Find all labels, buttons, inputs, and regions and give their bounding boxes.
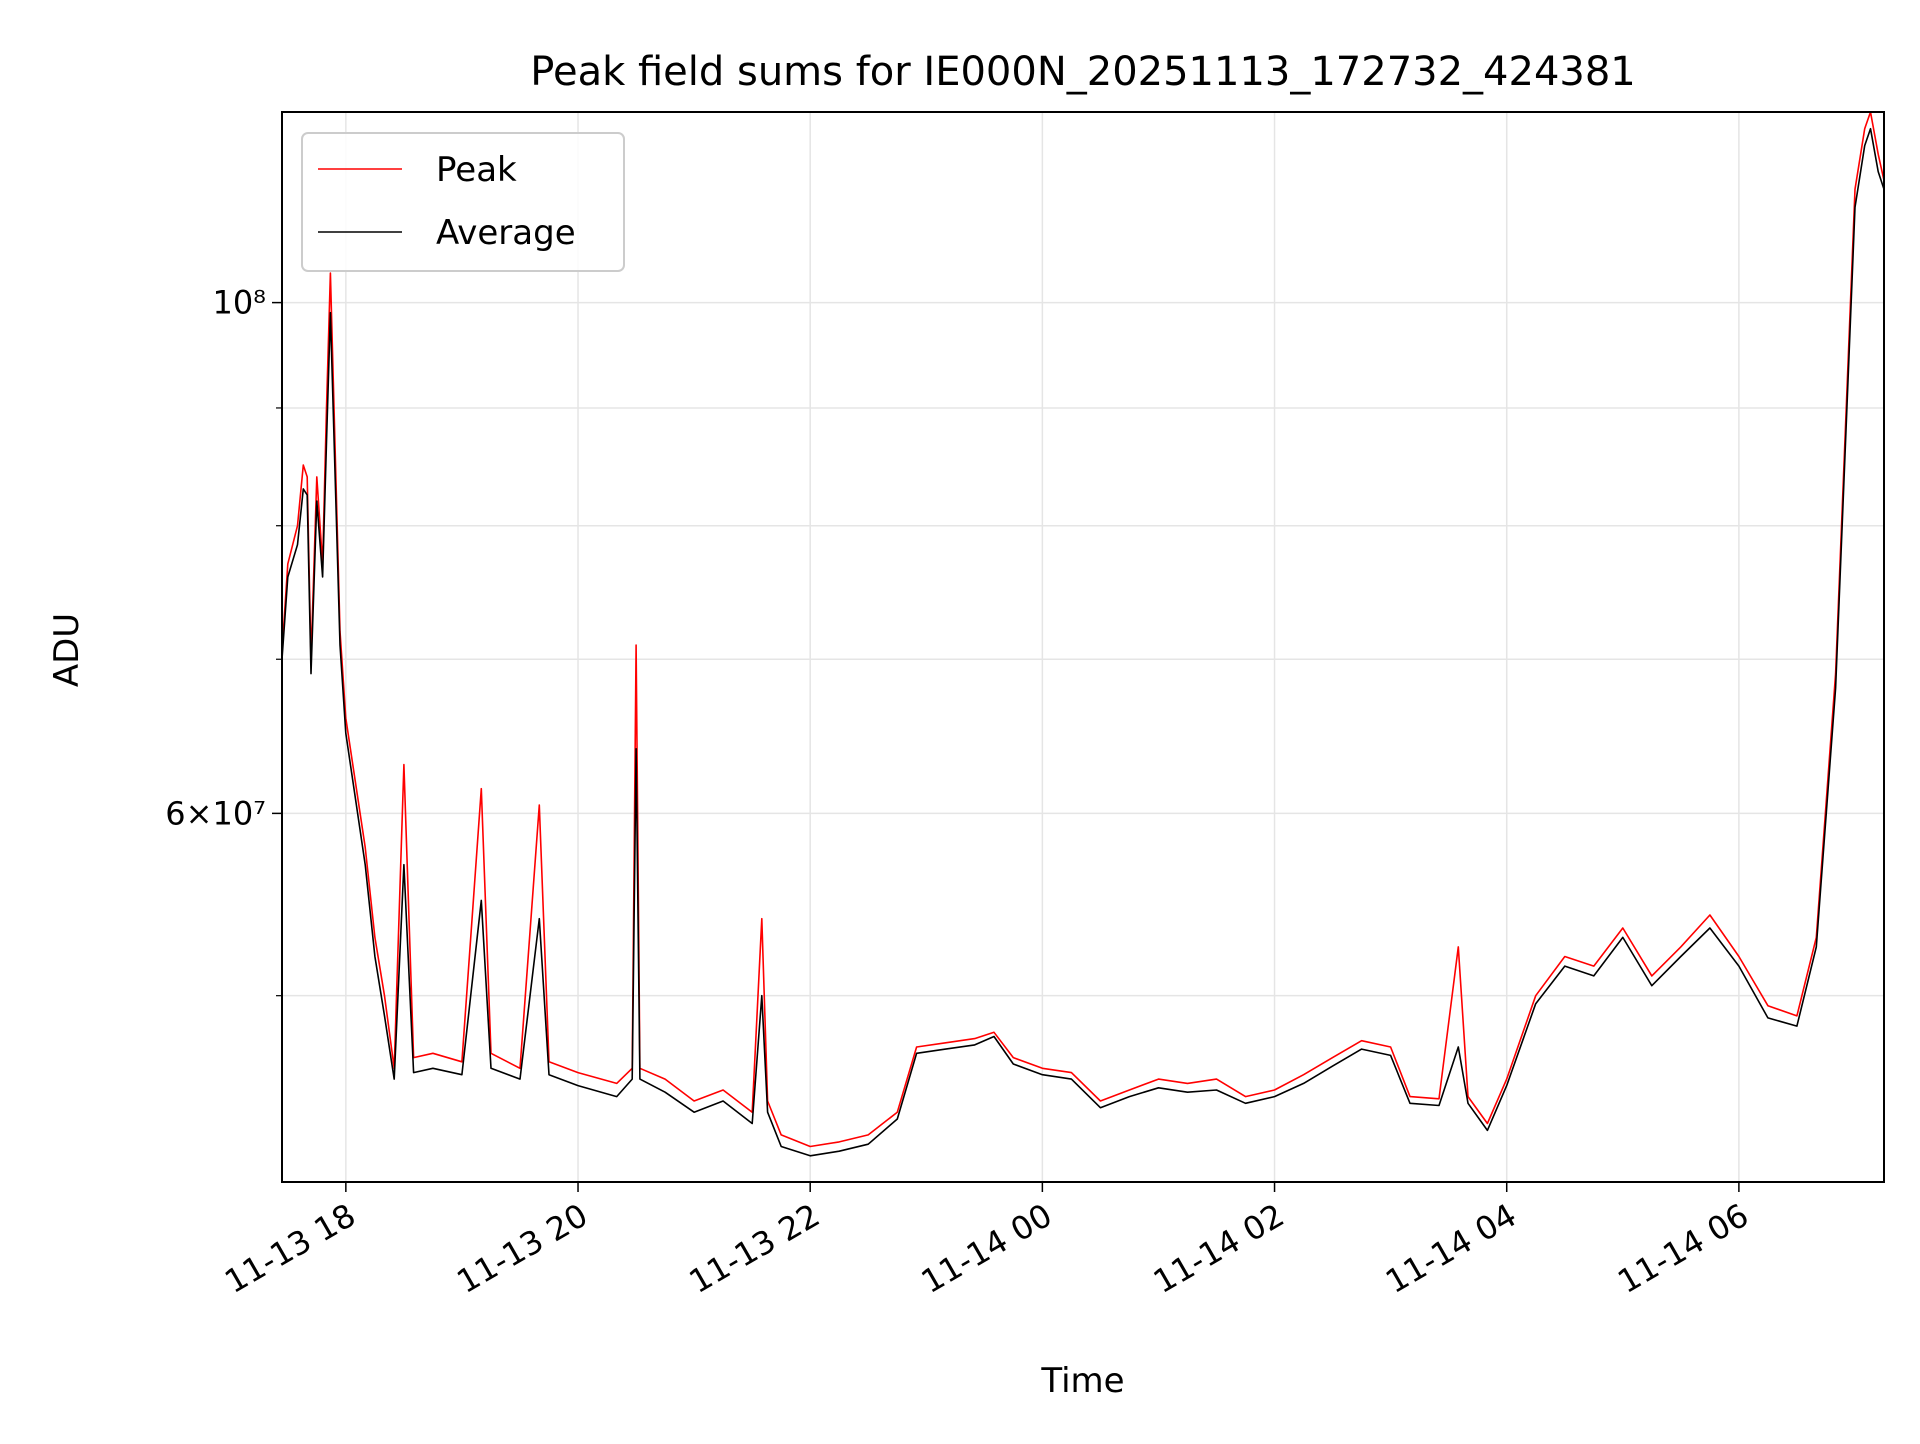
chart-title: Peak field sums for IE000N_20251113_1727…: [530, 49, 1635, 95]
legend-box: [301, 132, 625, 272]
grid: [282, 112, 1884, 1182]
x-axis-label: Time: [1040, 1361, 1124, 1401]
y-tick-label: 6×10⁷: [165, 794, 266, 832]
legend-average-label: Average: [436, 213, 576, 253]
y-axis-label: ADU: [47, 613, 87, 687]
series-lines: [282, 112, 1884, 1157]
legend-peak-label: Peak: [436, 150, 517, 190]
legend: Peak Average: [301, 132, 625, 272]
plot-frame: [281, 111, 1885, 1183]
series-line-average: [282, 127, 1884, 1157]
series-line-peak: [282, 112, 1884, 1148]
y-tick-label: 10⁸: [212, 284, 266, 322]
